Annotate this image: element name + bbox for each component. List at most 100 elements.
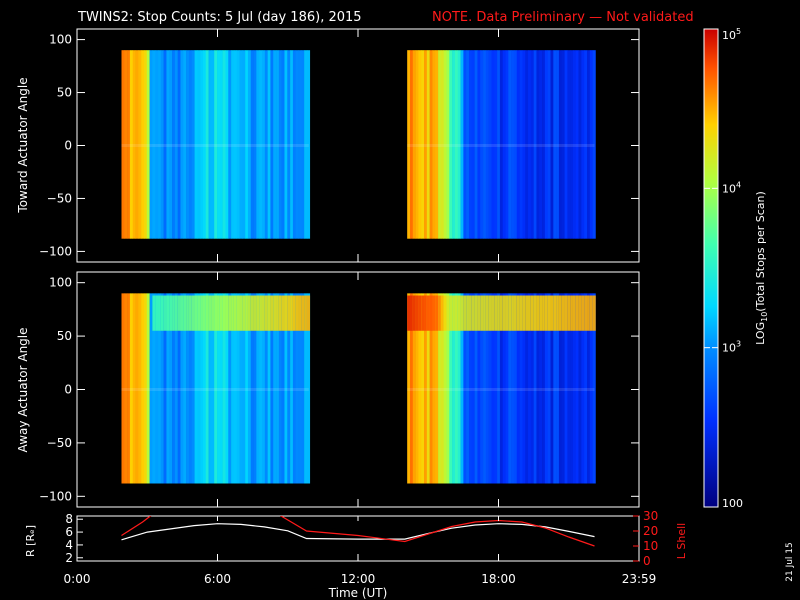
heatmap-feature-column — [513, 295, 518, 331]
heatmap-column — [298, 50, 302, 239]
heatmap-column — [256, 293, 260, 484]
heatmap-column — [471, 293, 475, 484]
heatmap-column — [443, 50, 447, 239]
heatmap-column — [454, 50, 459, 239]
heatmap-feature-column — [306, 295, 311, 331]
heatmap-feature-column — [485, 295, 489, 331]
heatmap-column — [429, 50, 433, 239]
heatmap-column — [166, 293, 170, 484]
y-tick-label: 0 — [64, 139, 72, 153]
heatmap-feature-column — [466, 295, 470, 331]
heatmap-column — [438, 293, 442, 484]
heatmap-feature-column — [205, 295, 209, 331]
heatmap-feature-column — [287, 295, 291, 331]
heatmap-feature-column — [292, 295, 297, 331]
heatmap-feature-column — [508, 295, 512, 331]
heatmap-column — [177, 50, 181, 239]
heatmap-feature-column — [166, 295, 170, 331]
heatmap-column — [424, 50, 428, 239]
time-tick-label: 0:00 — [64, 572, 91, 586]
colorbar-tick-label: 100 — [722, 497, 743, 510]
y-tick-label: −50 — [47, 191, 72, 205]
heatmap-column — [539, 293, 543, 484]
heatmap-column — [542, 50, 546, 239]
heatmap-feature-column — [256, 295, 260, 331]
heatmap-column — [239, 293, 243, 484]
heatmap-column — [160, 50, 164, 239]
heatmap-feature-column — [202, 295, 207, 331]
r-axis-label: R [Rₑ] — [24, 525, 37, 557]
heatmap-column — [519, 293, 523, 484]
heatmap-feature-column — [460, 295, 464, 331]
heatmap-feature-column — [522, 295, 526, 331]
heatmap-feature-column — [454, 295, 459, 331]
heatmap-column — [426, 293, 430, 484]
heatmap-column — [570, 50, 574, 239]
heatmap-column — [202, 50, 207, 239]
heatmap-column — [281, 50, 285, 239]
heatmap-column — [457, 50, 461, 239]
heatmap-column — [155, 293, 159, 484]
lshell-tick-label: 30 — [643, 509, 658, 523]
heatmap-feature-column — [446, 295, 450, 331]
heatmap-feature-column — [290, 295, 294, 331]
heatmap-feature-column — [491, 295, 495, 331]
heatmap-column — [494, 50, 498, 239]
heatmap-feature-column — [421, 295, 425, 331]
heatmap-column — [127, 50, 131, 239]
heatmap-column — [508, 293, 512, 484]
heatmap-column — [432, 50, 436, 239]
heatmap-column — [264, 50, 268, 239]
heatmap-feature-column — [233, 295, 237, 331]
heatmap-feature-column — [519, 295, 523, 331]
heatmap-feature-column — [502, 295, 506, 331]
time-tick-label: 12:00 — [341, 572, 376, 586]
heatmap-feature-column — [186, 295, 190, 331]
heatmap-feature-column — [276, 295, 280, 331]
heatmap-feature-column — [278, 295, 282, 331]
heatmap-column — [166, 50, 170, 239]
heatmap-feature-column — [160, 295, 164, 331]
heatmap-column — [146, 293, 150, 484]
heatmap-column — [163, 293, 167, 484]
heatmap-column — [508, 50, 512, 239]
heatmap-column — [446, 293, 450, 484]
heatmap-column — [418, 293, 422, 484]
heatmap-feature-column — [155, 295, 159, 331]
heatmap-column — [214, 293, 218, 484]
heatmap-column — [194, 50, 198, 239]
y-tick-label: −50 — [47, 436, 72, 450]
heatmap-feature-column — [211, 295, 215, 331]
heatmap-feature-column — [584, 295, 588, 331]
heatmap-column — [304, 50, 308, 239]
heatmap-feature-column — [440, 295, 444, 331]
heatmap-column — [242, 293, 246, 484]
heatmap-feature-column — [219, 295, 223, 331]
zero-angle-stripe — [407, 144, 595, 147]
heatmap-feature-column — [570, 295, 574, 331]
heatmap-column — [474, 293, 478, 484]
heatmap-column — [219, 50, 223, 239]
heatmap-column — [239, 50, 243, 239]
heatmap-feature-column — [578, 295, 582, 331]
heatmap-column — [186, 293, 190, 484]
heatmap-feature-column — [558, 295, 563, 331]
heatmap-column — [544, 293, 548, 484]
heatmap-column — [174, 293, 178, 484]
heatmap-column — [581, 293, 585, 484]
heatmap-feature-column — [301, 295, 305, 331]
heatmap-column — [466, 293, 470, 484]
heatmap-column — [561, 293, 565, 484]
heatmap-column — [525, 293, 529, 484]
heatmap-column — [292, 50, 297, 239]
heatmap-column — [530, 50, 534, 239]
heatmap-column — [141, 293, 145, 484]
heatmap-column — [426, 50, 430, 239]
heatmap-column — [488, 50, 492, 239]
heatmap-column — [197, 50, 201, 239]
heatmap-column — [233, 50, 237, 239]
r-distance-line — [121, 523, 595, 541]
heatmap-column — [536, 50, 540, 239]
heatmap-column — [284, 293, 288, 484]
